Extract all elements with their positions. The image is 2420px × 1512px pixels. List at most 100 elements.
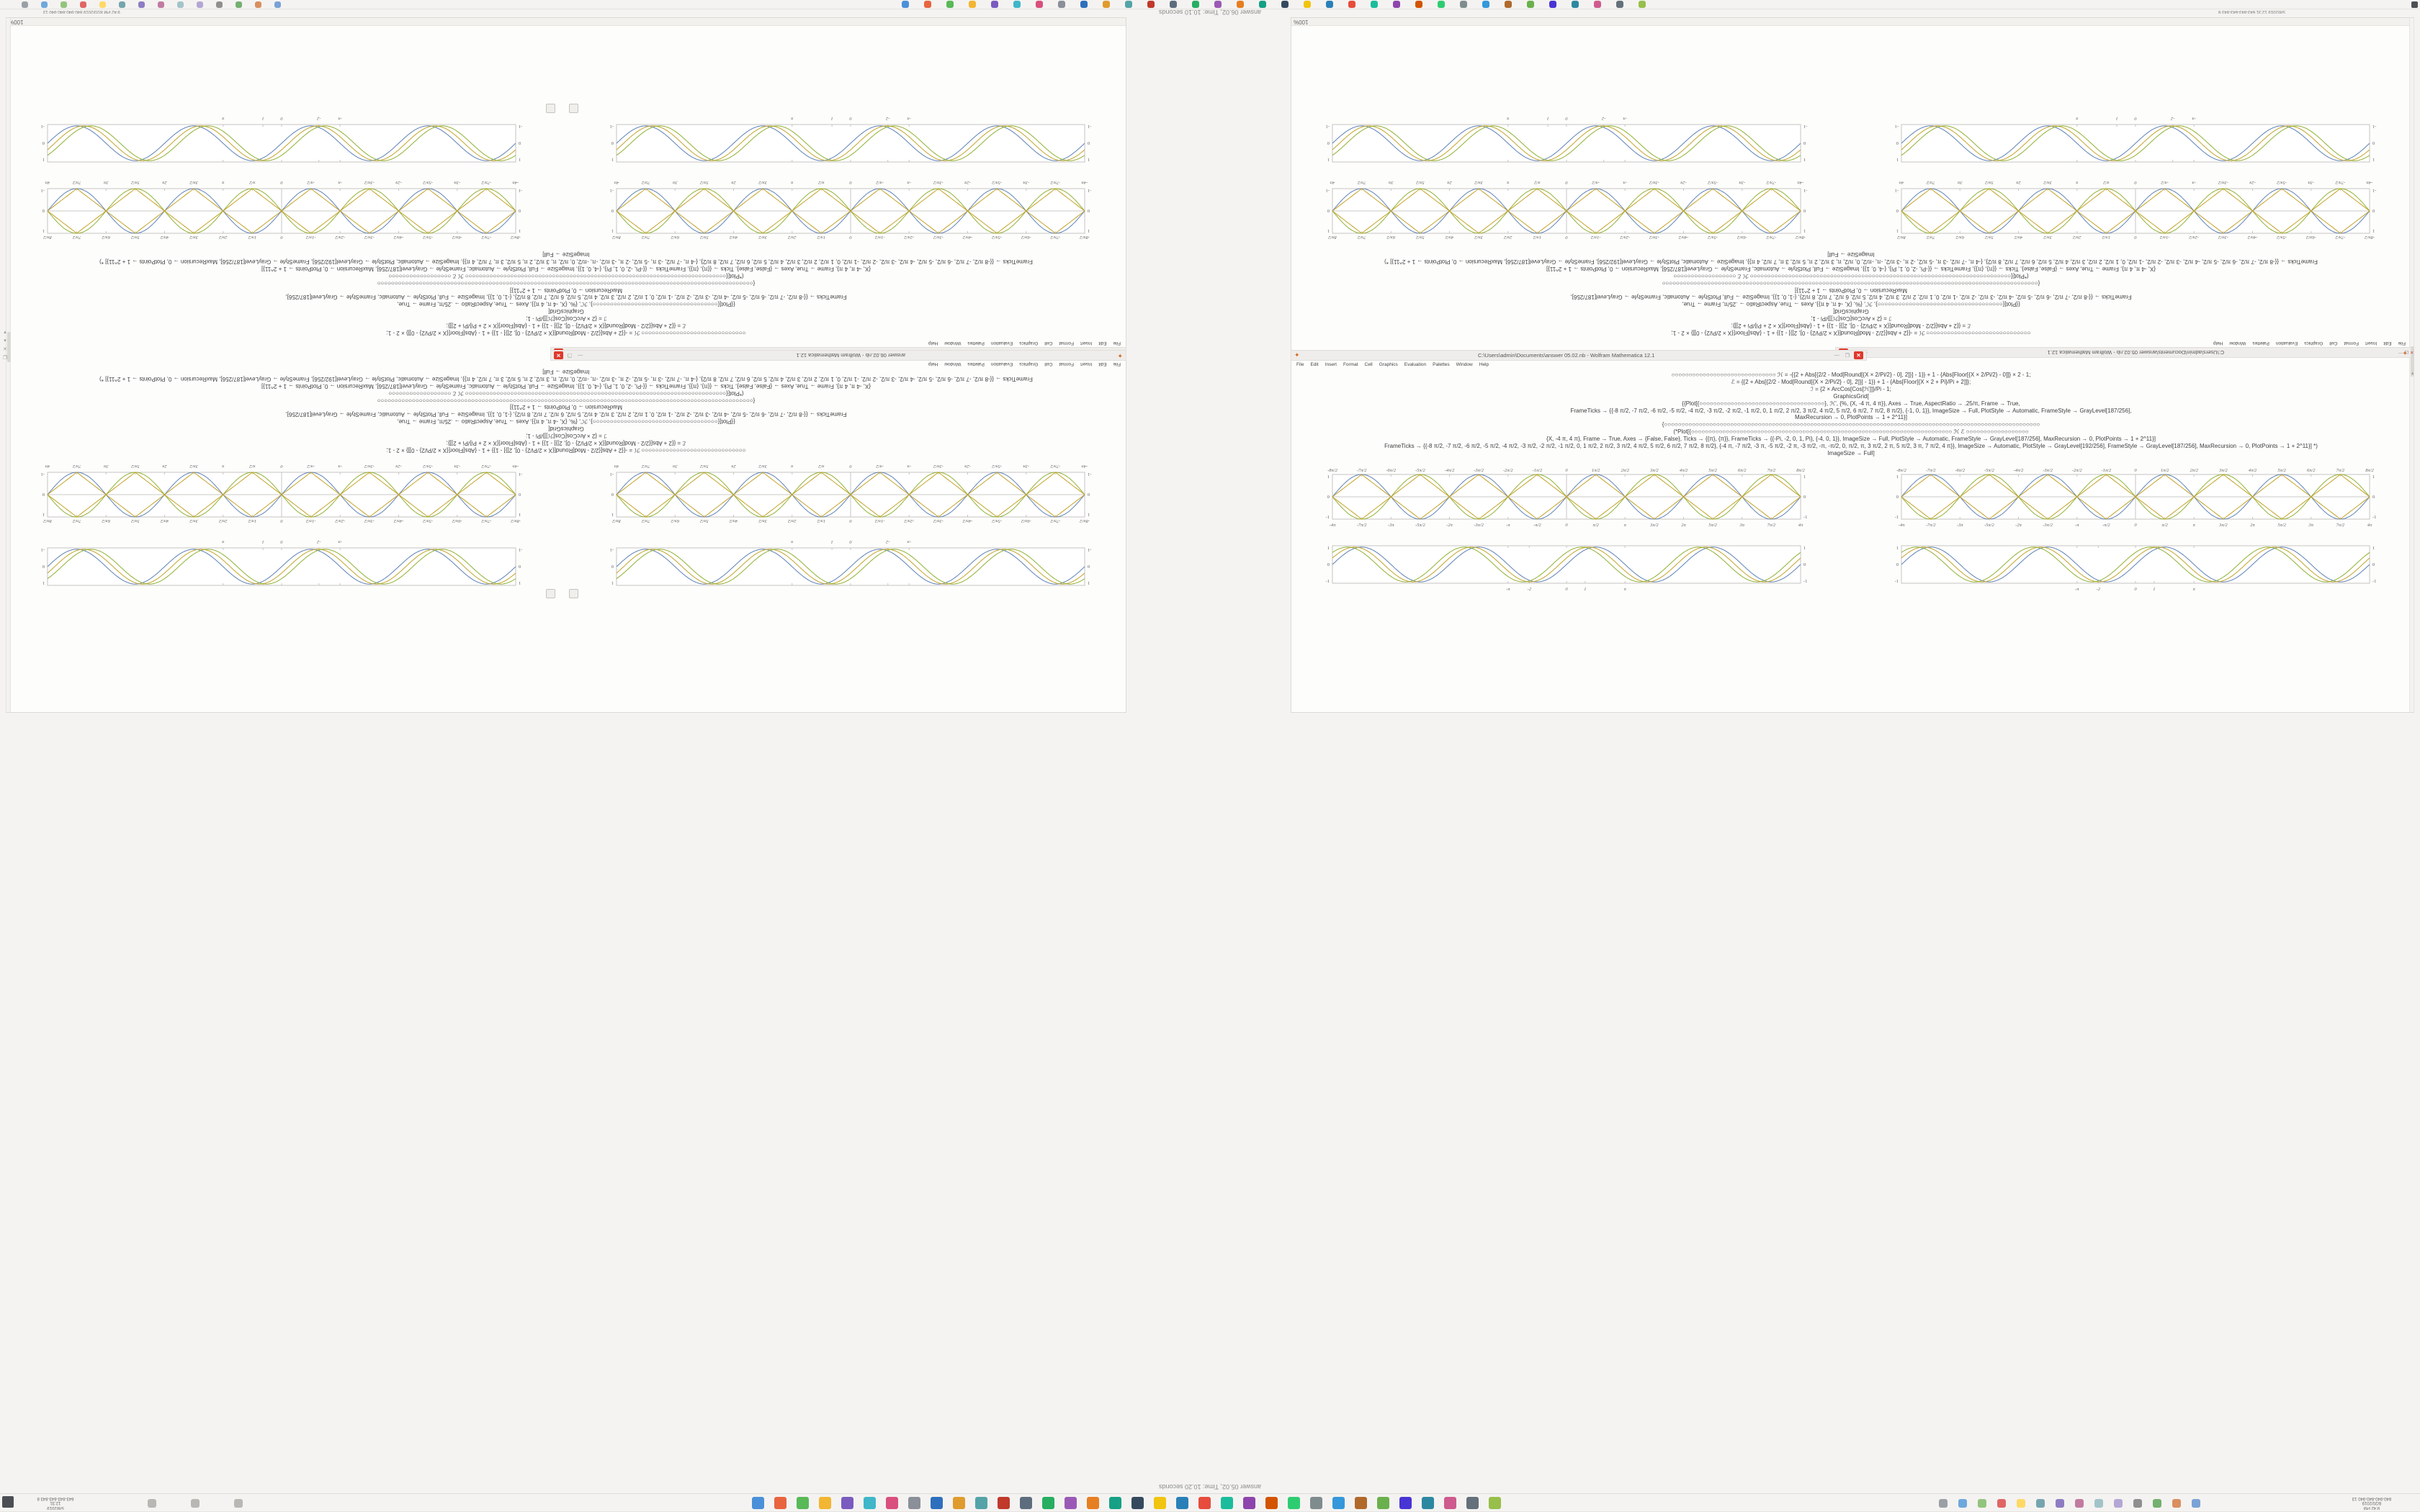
tray-icon[interactable] (2153, 1499, 2161, 1508)
magnification-label[interactable]: 100% (9, 19, 24, 25)
maximize-icon[interactable]: ❐ (1845, 353, 1850, 359)
cell-handle-icon[interactable] (569, 589, 578, 598)
close-icon[interactable]: ✕ (554, 351, 563, 359)
taskbar-app-icon[interactable] (1326, 1, 1333, 8)
menu-item-edit[interactable]: Edit (1098, 341, 1107, 346)
menu-item-format[interactable]: Format (1059, 341, 1075, 346)
code-line[interactable]: {○○○○○○○○○○○○○○○○○○○○○○○○○○○○○○○○○○○○○○○… (377, 279, 756, 287)
code-line[interactable]: ImageSize → Full] (542, 368, 590, 375)
taskbar-app-icon[interactable] (1304, 1, 1311, 8)
menu-item-window[interactable]: Window (944, 341, 962, 346)
code-line[interactable]: ℐ = {2 × ArcCos[Cos[ℋ]]}/Pi - 1; (1811, 385, 1891, 392)
tray-icon[interactable] (60, 1, 67, 8)
code-line[interactable]: FrameTicks → {{-8 π/2, -7 π/2, -6 π/2, -… (285, 294, 847, 301)
tray-icon[interactable] (99, 1, 106, 8)
taskbar-app-icon[interactable] (1013, 1, 1021, 8)
taskbar-app-icon[interactable] (1444, 1497, 1456, 1509)
tray-icon[interactable] (1978, 1499, 1986, 1508)
tray-icon[interactable] (80, 1, 86, 8)
taskbar-app-icon[interactable] (819, 1497, 831, 1509)
menu-item-format[interactable]: Format (1059, 361, 1075, 366)
start-button[interactable] (2411, 1, 2418, 8)
taskbar-app-icon[interactable] (924, 1, 931, 8)
taskbar-app-icon[interactable] (841, 1497, 853, 1509)
embedded-window-titlebar[interactable]: ✦ C:\Users\admin\Documents\answer 05.02.n… (1291, 350, 1867, 361)
menu-item-evaluation[interactable]: Evaluation (1404, 362, 1427, 367)
menu-item-edit[interactable]: Edit (2383, 341, 2392, 346)
code-line[interactable]: MaxRecursion → 0, PlotPoints → 1 + 2^11}… (510, 287, 622, 294)
scrollbar-thumb[interactable] (7, 332, 11, 362)
taskbar-app-icon[interactable] (1259, 1, 1266, 8)
menu-item-cell[interactable]: Cell (1044, 361, 1053, 366)
menu-item-cell[interactable]: Cell (2329, 341, 2338, 346)
menu-item-graphics[interactable]: Graphics (1019, 361, 1039, 366)
code-line[interactable]: {○○○○○○○○○○○○○○○○○○○○○○○○○○○○○○○○○○○○○○○… (1662, 421, 2040, 428)
taskbar-app-icon[interactable] (1058, 1, 1065, 8)
left-edge-scroll-icons[interactable]: ▴ ▾ ✕ ❐ (0, 328, 10, 363)
cell-handle-icon[interactable] (546, 104, 555, 113)
taskbar-app-icon[interactable] (1170, 1, 1177, 8)
taskbar-app-icon[interactable] (1332, 1497, 1345, 1509)
taskbar-app-icon[interactable] (148, 1499, 156, 1508)
taskbar-app-icon[interactable] (908, 1497, 920, 1509)
taskbar-app-icon[interactable] (1080, 1, 1088, 8)
code-cell[interactable]: ○○○○○○○○○○○○○○○○○○○○○○○○○○○○○○ ℋ = -{{2 … (6, 251, 1126, 336)
code-line[interactable]: ℰ = {{2 + Abs[{2/2 - Mod[Round[{X × 2/Pi… (446, 323, 686, 330)
menu-item-cell[interactable]: Cell (1044, 341, 1053, 346)
code-line[interactable]: ℐ = {2 × ArcCos[Cos[ℋ]]}/Pi - 1; (526, 433, 606, 440)
code-line[interactable]: MaxRecursion → 0, PlotPoints → 1 + 2^11}… (510, 404, 622, 411)
menu-item-palettes[interactable]: Palettes (2252, 341, 2269, 346)
tray-icon[interactable] (2036, 1499, 2045, 1508)
code-line[interactable]: ℰ = {{2 + Abs[{2/2 - Mod[Round[{X × 2/Pi… (446, 439, 686, 446)
taskbar-app-icon[interactable] (1348, 1, 1355, 8)
tray-icon[interactable] (2133, 1499, 2142, 1508)
tray-icon[interactable] (2192, 1499, 2200, 1508)
taskbar-app-icon[interactable] (1616, 1, 1623, 8)
taskbar-app-icon[interactable] (1466, 1497, 1479, 1509)
code-line[interactable]: {○○○○○○○○○○○○○○○○○○○○○○○○○○○○○○○○○○○○○○○… (1662, 279, 2040, 287)
code-line[interactable]: ℰ = {{2 + Abs[{2/2 - Mod[Round[{X × 2/Pi… (1731, 323, 1971, 330)
menu-item-file[interactable]: File (2398, 341, 2406, 346)
code-line[interactable]: MaxRecursion → 0, PlotPoints → 1 + 2^11}… (1795, 287, 1907, 294)
menu-item-insert[interactable]: Insert (1325, 362, 1337, 367)
code-line[interactable]: ○○○○○○○○○○○○○○○○○○○○○○○○○○○○○○ ℋ = -{{2 … (386, 446, 746, 454)
code-line[interactable]: FrameTicks → {{-8 π/2, -7 π/2, -6 π/2, -… (1384, 258, 2318, 265)
taskbar-app-icon[interactable] (1065, 1497, 1077, 1509)
tray-icon[interactable] (2172, 1499, 2181, 1508)
taskbar-app-icon[interactable] (998, 1497, 1010, 1509)
code-line[interactable]: ImageSize → Full] (542, 251, 590, 258)
menu-item-window[interactable]: Window (944, 361, 962, 366)
code-line[interactable]: {{Plot[{○○○○○○○○○○○○○○○○○○○○○○○○○○○○○○○○… (1682, 301, 2020, 308)
taskbar-app-icon[interactable] (969, 1, 976, 8)
code-line[interactable]: {{Plot[{○○○○○○○○○○○○○○○○○○○○○○○○○○○○○○○○… (1682, 400, 2020, 407)
code-line[interactable]: (*Plot[{○○○○○○○○○○○○○○○○○○○○○○○○○○○○○○○○… (1673, 428, 2029, 436)
taskbar-app-icon[interactable] (1482, 1, 1489, 8)
menu-item-file[interactable]: File (1113, 341, 1121, 346)
code-line[interactable]: GraphicsGrid[ (548, 308, 584, 315)
code-line[interactable]: ○○○○○○○○○○○○○○○○○○○○○○○○○○○○○○ ℋ = -{{2 … (1671, 330, 2031, 336)
code-line[interactable]: FrameTicks → {{-8 π/2, -7 π/2, -6 π/2, -… (285, 411, 847, 418)
scrollbar[interactable] (2409, 18, 2414, 712)
taskbar-app-icon[interactable] (1131, 1497, 1144, 1509)
code-line[interactable]: (*Plot[{○○○○○○○○○○○○○○○○○○○○○○○○○○○○○○○○… (388, 272, 744, 279)
code-line[interactable]: {X, -4 π, 4 π}, Frame → True, Axes → {Fa… (261, 265, 871, 272)
code-line[interactable]: ℐ = {2 × ArcCos[Cos[ℋ]]}/Pi - 1; (526, 315, 606, 323)
menu-item-window[interactable]: Window (1456, 362, 1473, 367)
code-cell[interactable]: ○○○○○○○○○○○○○○○○○○○○○○○○○○○○○○ ℋ = -{{2 … (6, 368, 1126, 454)
code-line[interactable]: GraphicsGrid[ (1833, 392, 1869, 400)
tray-icon[interactable] (274, 1, 281, 8)
taskbar-app-icon[interactable] (1371, 1, 1378, 8)
taskbar-app-icon[interactable] (1399, 1497, 1412, 1509)
menu-item-graphics[interactable]: Graphics (1019, 341, 1039, 346)
menu-item-insert[interactable]: Insert (1080, 361, 1093, 366)
taskbar-app-icon[interactable] (1572, 1, 1579, 8)
maximize-icon[interactable]: ❐ (568, 352, 573, 358)
taskbar-app-icon[interactable] (191, 1499, 200, 1508)
code-line[interactable]: {{Plot[{○○○○○○○○○○○○○○○○○○○○○○○○○○○○○○○○… (397, 301, 735, 308)
taskbar-app-icon[interactable] (1415, 1, 1422, 8)
taskbar-app-icon[interactable] (1237, 1, 1244, 8)
menu-item-palettes[interactable]: Palettes (1433, 362, 1450, 367)
code-line[interactable]: ○○○○○○○○○○○○○○○○○○○○○○○○○○○○○○ ℋ = -{{2 … (1671, 372, 2031, 378)
taskbar-app-icon[interactable] (1192, 1, 1199, 8)
tray-icon[interactable] (158, 1, 164, 8)
